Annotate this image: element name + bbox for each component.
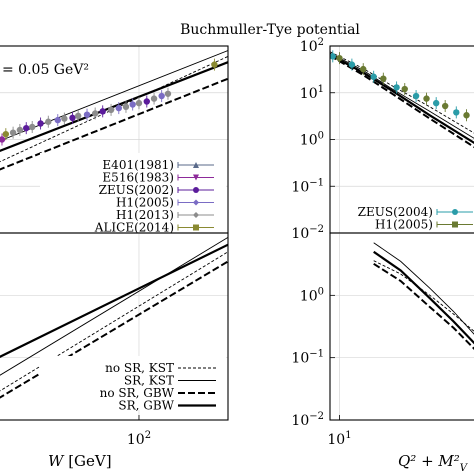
legend-label: no SR, GBW — [100, 386, 175, 400]
data-point — [83, 111, 91, 118]
x-tick-label: 102 — [127, 430, 151, 448]
right-top-legend: ZEUS(2004)H1(2005) — [340, 200, 473, 232]
data-point — [441, 102, 449, 110]
data-point — [393, 84, 400, 91]
data-point — [16, 126, 24, 134]
curve-thin-solid — [0, 50, 228, 142]
legend-label: no SR, KST — [105, 361, 174, 375]
data-point — [9, 129, 17, 136]
x-tick-label: 101 — [327, 430, 351, 448]
legend-label: ALICE(2014) — [94, 221, 174, 235]
left-bottom-frame — [0, 232, 229, 421]
right-bottom-frame — [329, 232, 474, 421]
legend-marker — [193, 162, 199, 168]
data-point — [143, 98, 150, 105]
data-point — [69, 114, 76, 122]
left-top-legend: E401(1981)E516(1983)ZEUS(2002)H1(2005)H1… — [40, 153, 226, 235]
data-point — [2, 130, 10, 138]
legend-label: H1(2013) — [116, 208, 174, 222]
data-point — [115, 104, 122, 112]
data-point — [380, 75, 387, 82]
legend-label: E401(1981) — [102, 158, 174, 172]
y-tick-label: 101 — [300, 84, 324, 102]
figure-title: Buchmuller-Tye potential — [180, 22, 360, 38]
data-point — [135, 99, 143, 107]
data-point — [61, 115, 68, 122]
data-point — [91, 110, 99, 117]
y-tick-label: 10−2 — [291, 411, 324, 429]
data-point — [423, 95, 430, 102]
data-point — [360, 65, 367, 73]
data-point — [158, 92, 165, 100]
legend-label: H1(2005) — [116, 196, 174, 210]
annotation: = 0.05 GeV² — [2, 62, 89, 78]
legend-label: ZEUS(2004) — [358, 205, 433, 219]
curve-thin-dashed — [330, 51, 474, 134]
y-tick-label: 10−1 — [291, 177, 324, 195]
right-top-plot-area — [330, 46, 474, 233]
legend-label: ZEUS(2002) — [99, 183, 174, 197]
panel-right-top: 102 101 100 10−1 10−2 ZEUS(2004)H1(2005) — [291, 37, 474, 242]
legend-marker — [193, 224, 199, 231]
data-point — [432, 99, 440, 107]
legend-marker — [452, 221, 458, 228]
data-point — [99, 108, 106, 115]
curve-thick-solid — [0, 61, 228, 153]
legend-label: SR, GBW — [118, 399, 174, 413]
data-point — [412, 92, 420, 100]
panel-left-top: = 0.05 GeV² E401(1981)E516(1983)ZEUS(2002… — [0, 45, 229, 235]
data-point — [37, 120, 44, 127]
curve-thick-dashed — [0, 77, 228, 171]
curve-thin-solid — [373, 242, 474, 335]
x-axis-label: Q² + M²V — [398, 452, 469, 474]
data-point — [463, 112, 470, 119]
data-point — [370, 73, 377, 80]
curve-thick-dashed — [373, 262, 474, 350]
data-point — [211, 61, 218, 68]
y-tick-label: 100 — [300, 286, 324, 304]
data-point — [0, 136, 6, 143]
right-bottom-plot-area — [330, 233, 474, 420]
left-bottom-plot-area — [0, 233, 228, 420]
data-point — [107, 106, 115, 114]
curve-thin-solid — [0, 237, 228, 376]
data-point — [122, 103, 130, 111]
y-tick-label: 100 — [300, 131, 324, 149]
data-point — [29, 123, 36, 131]
legend-marker — [193, 187, 199, 193]
curve-thick-solid — [0, 243, 228, 358]
data-point — [45, 118, 52, 125]
data-point — [164, 90, 172, 97]
y-tick-label: 10−2 — [291, 224, 324, 242]
legend-marker — [452, 209, 458, 215]
data-point — [54, 116, 61, 124]
curve-thick-solid — [373, 250, 474, 345]
legend-marker — [193, 174, 199, 181]
legend-marker — [193, 199, 199, 206]
curve-thick-dashed — [0, 260, 228, 399]
data-point — [336, 54, 343, 62]
curve-thin-dashed — [373, 260, 474, 332]
data-point — [129, 101, 136, 108]
legend-label: H1(2005) — [375, 218, 433, 232]
y-tick-label: 102 — [300, 37, 324, 55]
x-axis-label: W [GeV] — [48, 452, 112, 470]
data-point — [150, 95, 158, 102]
y-tick-label: 10−1 — [291, 349, 324, 367]
legend-label: SR, KST — [124, 374, 174, 388]
data-point — [23, 124, 30, 132]
legend-background — [40, 356, 226, 410]
data-point — [401, 85, 408, 93]
legend-label: E516(1983) — [102, 171, 174, 185]
legend-marker — [193, 212, 199, 218]
data-point — [74, 112, 82, 120]
data-point — [330, 53, 336, 60]
data-point — [453, 109, 460, 116]
data-point — [348, 61, 356, 68]
left-top-plot-area — [0, 46, 228, 233]
